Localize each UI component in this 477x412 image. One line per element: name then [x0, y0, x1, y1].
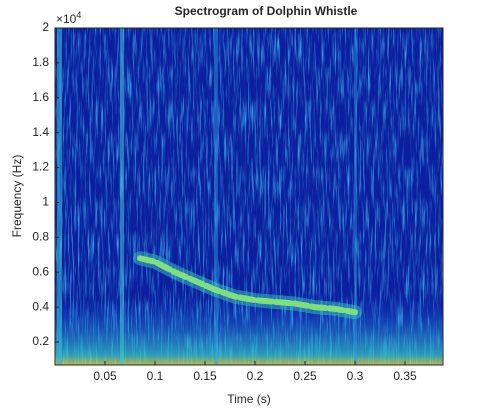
x-tick-label: 0.25: [293, 369, 317, 383]
y-tick-label: 1.8: [32, 55, 49, 69]
plot-frame: [54, 27, 444, 366]
y-tick-label: 1.6: [32, 90, 49, 104]
multiplier-power: 4: [76, 10, 81, 20]
y-tick-label: 0.2: [32, 334, 49, 348]
y-tick-label: 0.6: [32, 264, 49, 278]
plot-area: [54, 27, 444, 366]
x-axis-label: Time (s): [227, 392, 271, 406]
streak: [354, 28, 357, 365]
y-tick-label: 0.4: [32, 299, 49, 313]
y-tick-label: 2: [42, 20, 49, 34]
streak: [120, 28, 124, 365]
whistle-contour: [137, 255, 358, 316]
y-multiplier: ×104: [56, 10, 81, 26]
y-axis-label: Frequency (Hz): [10, 155, 24, 238]
x-tick-label: 0.2: [247, 369, 264, 383]
y-tick-label: 1.2: [32, 160, 49, 174]
chart-title: Spectrogram of Dolphin Whistle: [175, 4, 358, 18]
multiplier-base: ×10: [56, 12, 77, 26]
streak: [214, 28, 218, 365]
streak: [57, 28, 62, 365]
x-tick-label: 0.1: [147, 369, 164, 383]
x-tick-label: 0.15: [193, 369, 217, 383]
low-frequency-band: [55, 300, 443, 365]
y-tick-label: 0.8: [32, 229, 49, 243]
x-tick-label: 0.3: [347, 369, 364, 383]
y-tick-label: 1.4: [32, 125, 49, 139]
x-tick-label: 0.35: [393, 369, 417, 383]
x-tick-label: 0.05: [93, 369, 117, 383]
y-tick-label: 1: [42, 195, 49, 209]
